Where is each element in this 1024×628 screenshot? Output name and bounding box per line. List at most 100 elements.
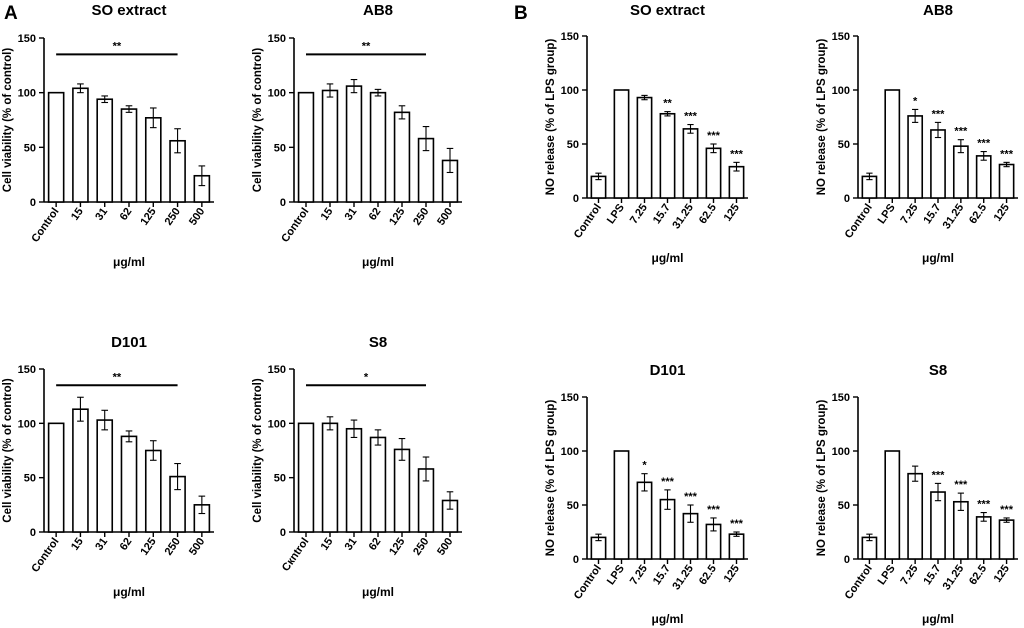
y-tick-label: 100 — [561, 446, 579, 458]
bar — [345, 427, 363, 533]
bar — [998, 519, 1015, 560]
chart-b2: AB8 0 50 100 150 NO release (% of LPS group) C… — [816, 2, 1018, 265]
significance-label: *** — [954, 126, 968, 138]
significance-label: * — [642, 460, 647, 472]
bar — [120, 108, 138, 203]
x-axis-label: μg/ml — [922, 612, 954, 626]
bar — [682, 128, 699, 199]
y-tick-label: 50 — [567, 139, 579, 151]
bar — [930, 129, 946, 199]
y-tick-label: 0 — [844, 193, 850, 205]
significance-label: *** — [932, 108, 946, 120]
y-tick-label: 150 — [268, 364, 286, 376]
bar — [975, 155, 992, 199]
y-axis-label: NO release (% of LPS group) — [545, 39, 557, 196]
y-tick-label: 0 — [280, 527, 286, 539]
bar — [345, 85, 363, 203]
bar — [369, 91, 387, 203]
significance-label: *** — [932, 469, 946, 481]
bar — [998, 163, 1015, 199]
y-tick-label: 150 — [561, 31, 579, 43]
x-tick-label: 125 — [387, 536, 407, 558]
bar — [884, 89, 901, 199]
x-tick-label: LPS — [876, 202, 898, 226]
y-tick-label: 100 — [561, 85, 579, 97]
chart-b1: SO extract 0 50 100 150 NO release (% of LPS … — [545, 2, 748, 265]
x-tick-label: 7.25 — [898, 563, 920, 587]
chart-title: AB8 — [363, 2, 393, 19]
chart-a4: S8 0 50 100 150 Cell viability (% of control)… — [252, 334, 462, 599]
x-tick-label: 125 — [992, 563, 1012, 585]
significance-label: *** — [977, 138, 991, 150]
x-tick-label: 15 — [69, 206, 86, 223]
x-tick-label: Cкntrol — [280, 536, 312, 574]
x-tick-label: Control — [572, 202, 604, 241]
chart-title: S8 — [369, 334, 387, 351]
bar — [884, 450, 901, 560]
x-tick-label: 15.7 — [651, 563, 673, 587]
x-tick-label: 62 — [367, 536, 384, 553]
x-axis-label: μg/ml — [362, 585, 394, 599]
bar — [636, 96, 653, 199]
y-axis-label: Cell viability (% of control) — [252, 378, 264, 523]
chart-a3: D101 0 50 100 150 Cell viability (% of contro… — [2, 334, 214, 599]
y-tick-label: 0 — [280, 197, 286, 209]
bar — [613, 450, 630, 560]
x-tick-label: 500 — [187, 536, 207, 558]
significance-label: *** — [661, 476, 675, 488]
x-tick-label: 15 — [319, 536, 336, 553]
bar — [930, 491, 946, 560]
y-tick-label: 0 — [30, 527, 36, 539]
bar — [297, 422, 315, 533]
chart-b4: S8 0 50 100 150 NO release (% of LPS group) Co… — [816, 362, 1018, 626]
y-tick-label: 50 — [274, 142, 286, 154]
x-tick-label: 250 — [163, 536, 183, 558]
panel-label-a: A — [4, 3, 18, 24]
x-tick-label: 250 — [411, 206, 431, 228]
x-axis-label: μg/ml — [362, 255, 394, 269]
bar — [144, 449, 162, 533]
x-tick-label: 62.5 — [697, 202, 719, 226]
x-tick-label: Control — [279, 206, 311, 245]
x-axis-label: μg/ml — [651, 612, 683, 626]
chart-b3: D101 0 50 100 150 NO release (% of LPS group)… — [545, 362, 748, 626]
x-tick-label: Control — [843, 563, 875, 602]
bar — [613, 89, 630, 199]
bar — [72, 408, 89, 533]
x-tick-label: LPS — [876, 563, 898, 587]
y-tick-label: 150 — [832, 392, 850, 404]
y-tick-label: 100 — [18, 88, 36, 100]
x-tick-label: 7.25 — [628, 202, 650, 226]
x-tick-label: Control — [29, 206, 61, 245]
x-tick-label: 15 — [319, 206, 336, 223]
bar — [96, 419, 114, 533]
significance-label: *** — [1000, 148, 1014, 160]
y-tick-label: 50 — [838, 500, 850, 512]
x-tick-label: LPS — [605, 202, 627, 226]
bar — [144, 117, 162, 203]
bracket-label: ** — [362, 40, 371, 52]
x-tick-label: 31 — [93, 536, 110, 553]
bar — [393, 111, 411, 203]
chart-title: D101 — [650, 362, 686, 379]
x-tick-label: Control — [843, 202, 875, 241]
bar — [321, 422, 339, 533]
y-tick-label: 0 — [844, 554, 850, 566]
bar — [321, 89, 339, 203]
bar — [369, 436, 387, 533]
significance-label: * — [913, 95, 918, 107]
significance-label: *** — [684, 491, 698, 503]
y-tick-label: 50 — [838, 139, 850, 151]
chart-title: S8 — [929, 362, 947, 379]
x-tick-label: 62.5 — [967, 563, 989, 587]
x-tick-label: 31.25 — [670, 202, 696, 231]
y-tick-label: 100 — [832, 446, 850, 458]
y-tick-label: 100 — [268, 418, 286, 430]
y-tick-label: 150 — [18, 33, 36, 45]
y-tick-label: 100 — [832, 85, 850, 97]
x-tick-label: 31.25 — [941, 202, 967, 231]
x-tick-label: 125 — [722, 563, 742, 585]
x-tick-label: 500 — [435, 536, 455, 558]
